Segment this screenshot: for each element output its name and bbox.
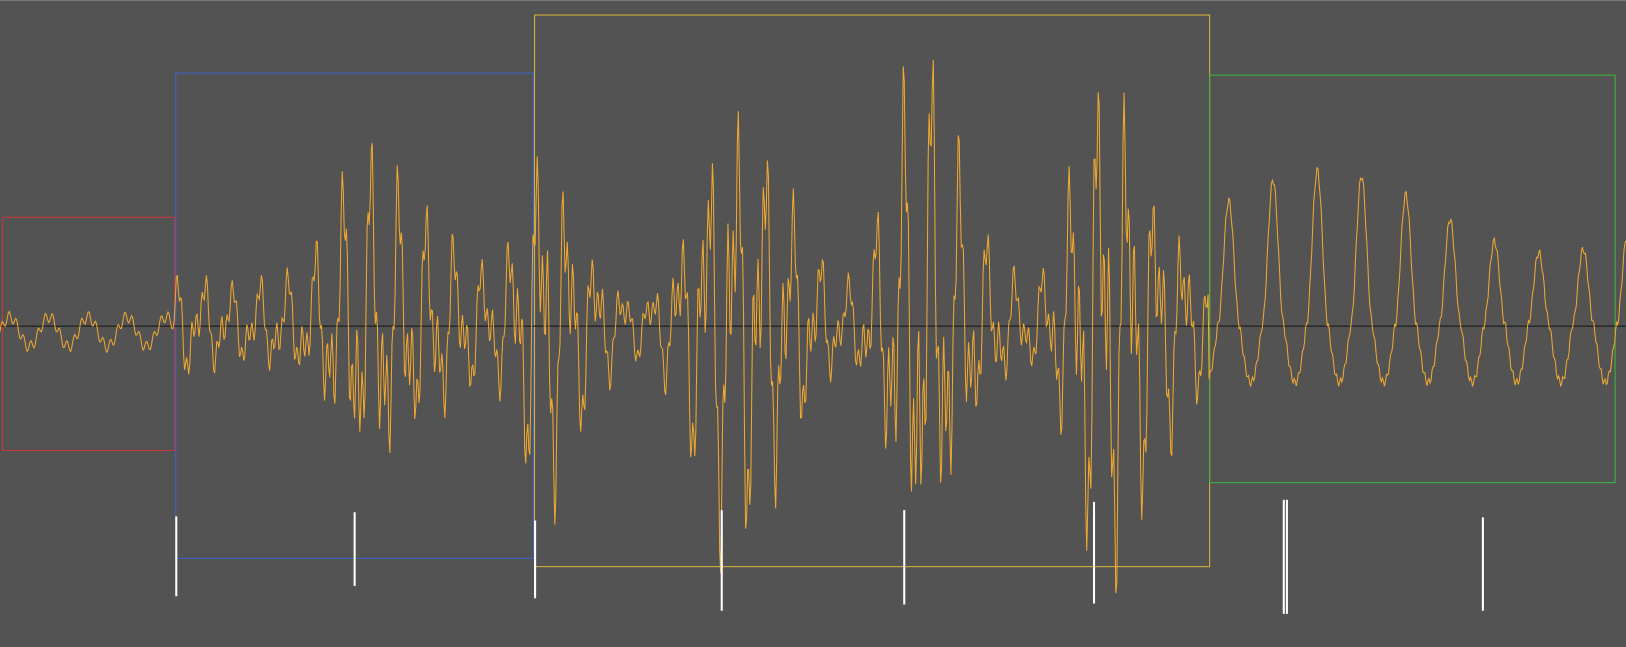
region-box-red bbox=[2, 216, 176, 452]
marker-group bbox=[175, 499, 1484, 614]
waveform-group bbox=[0, 60, 1626, 594]
waveform bbox=[0, 60, 1626, 594]
region-box-green bbox=[1209, 74, 1616, 484]
